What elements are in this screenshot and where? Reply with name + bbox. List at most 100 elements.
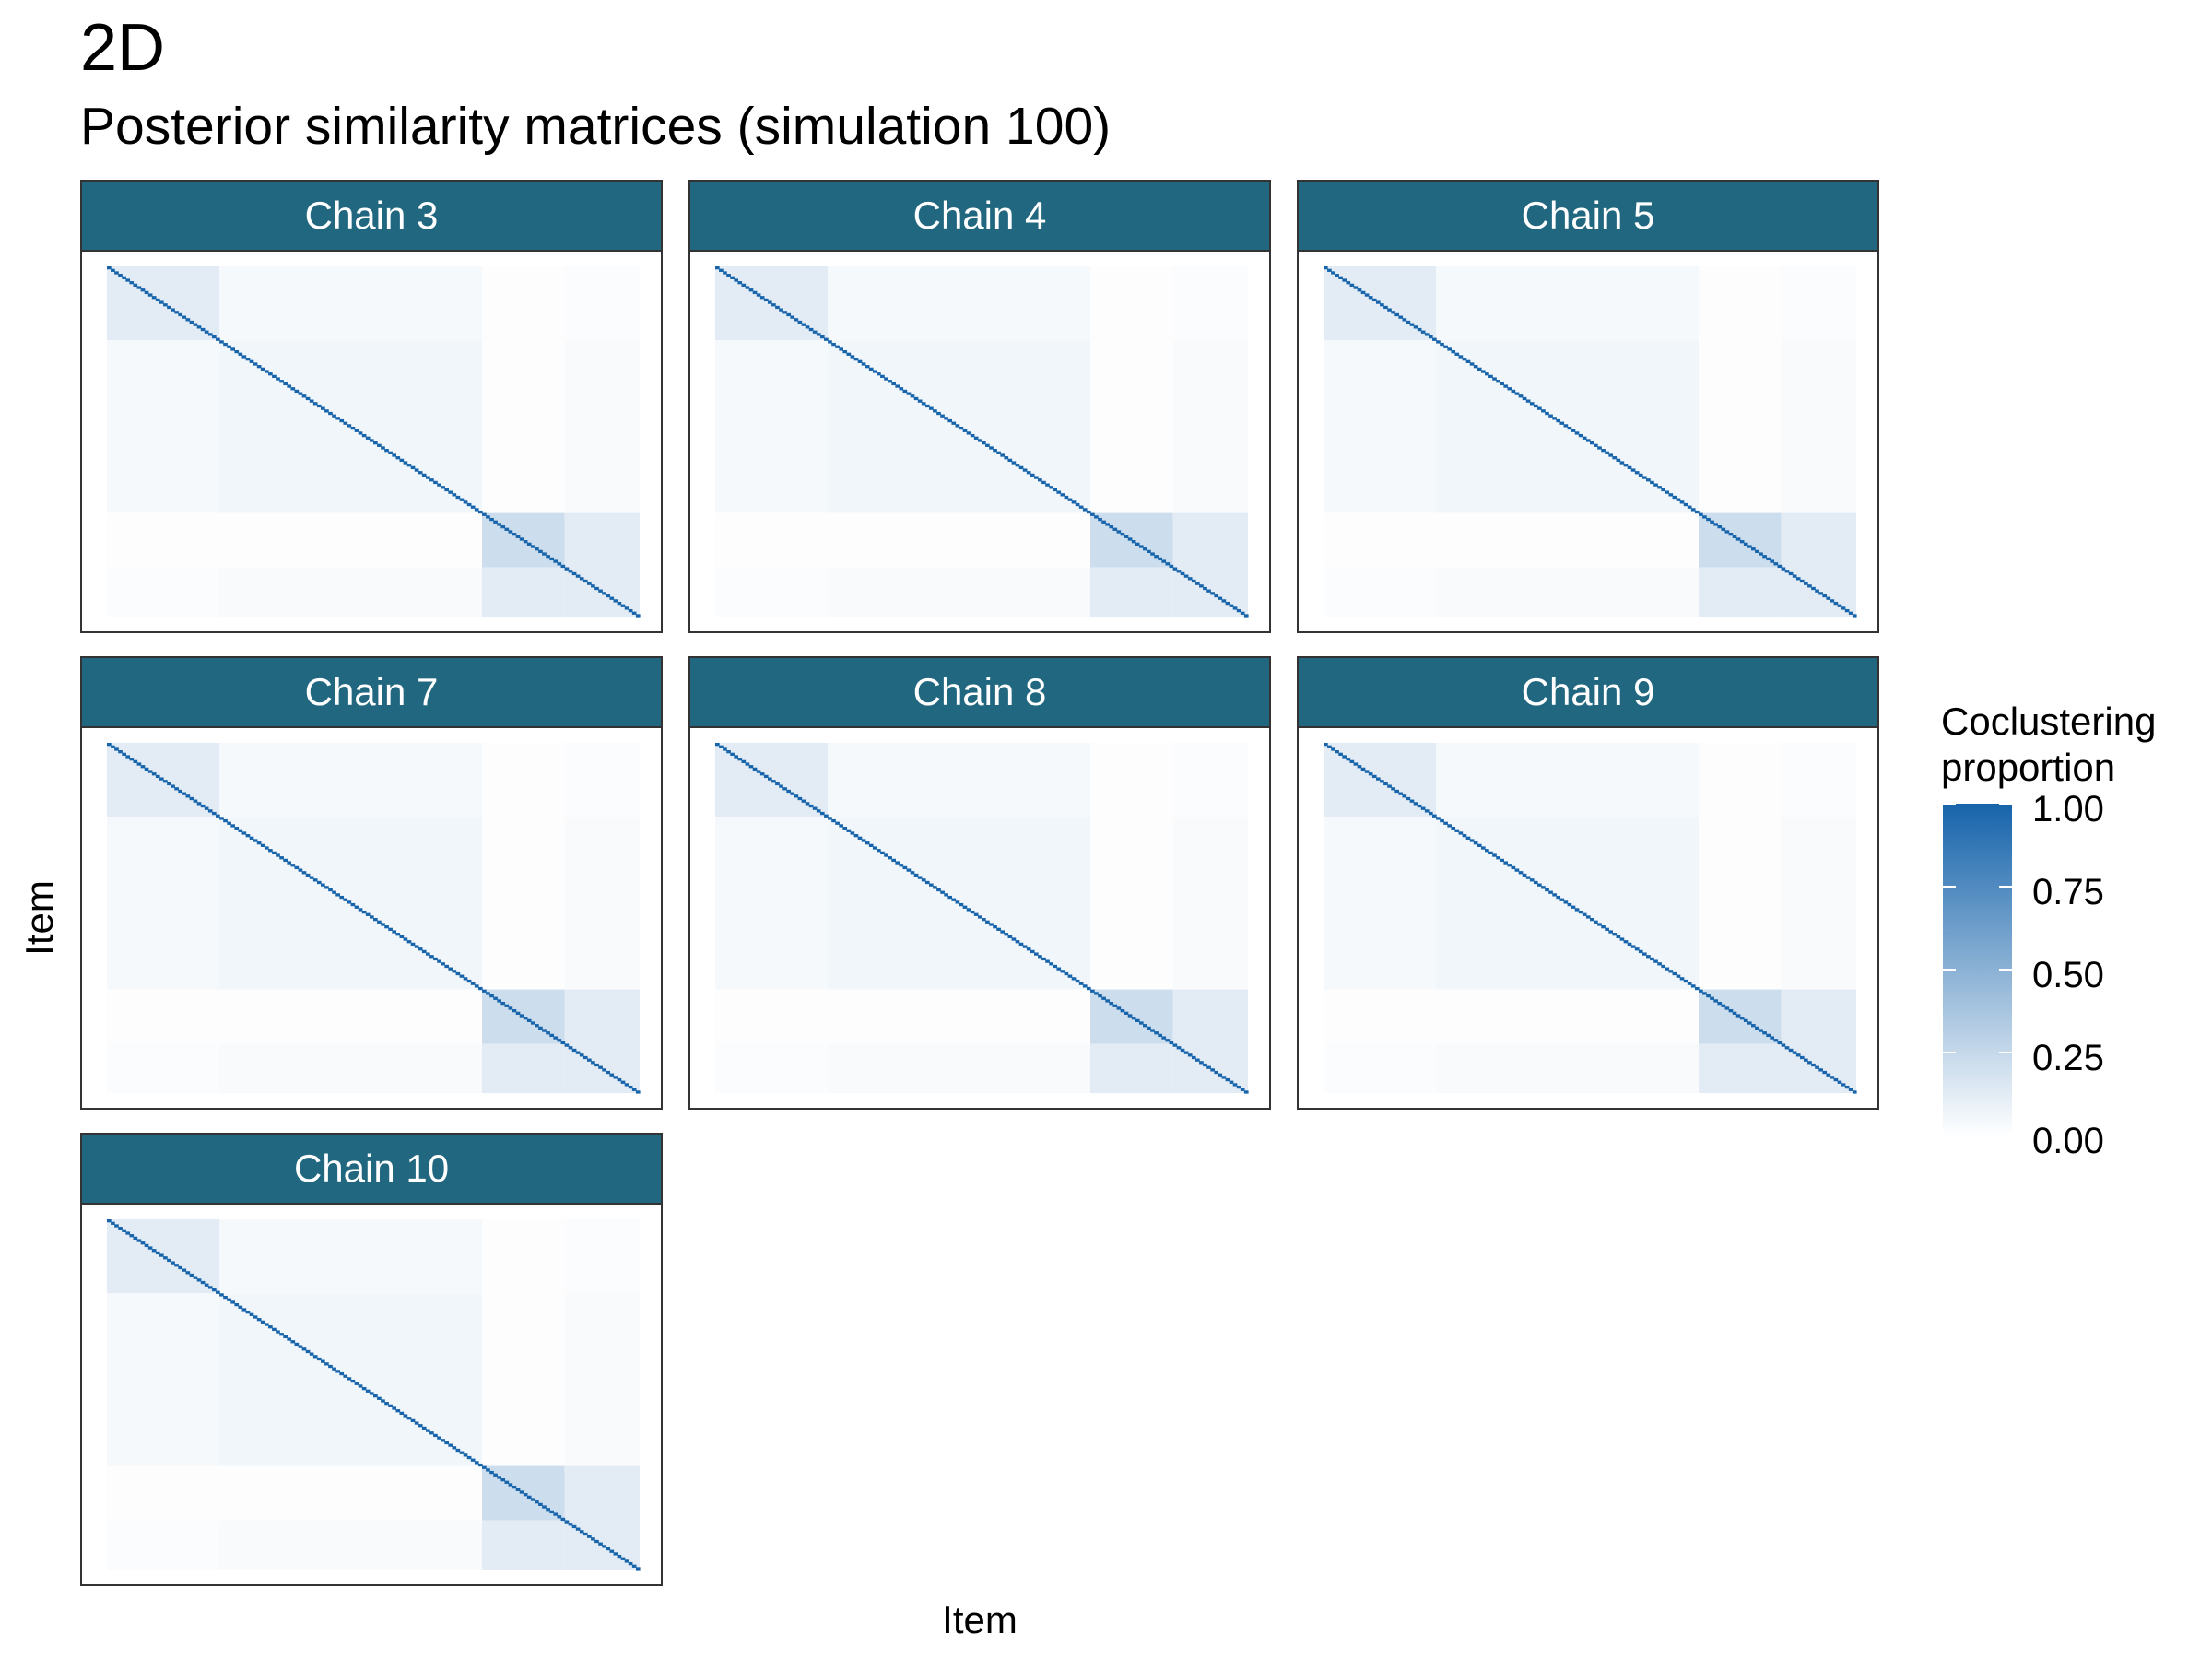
heatmap-diagonal-cell <box>1518 871 1524 875</box>
heatmap-diagonal-cell <box>324 886 329 889</box>
heatmap-diagonal-cell <box>877 849 881 853</box>
heatmap-block <box>1699 817 1782 990</box>
heatmap-diagonal-cell <box>1574 431 1580 435</box>
heatmap-diagonal-cell <box>1022 945 1028 948</box>
heatmap-diagonal-cell <box>369 439 374 442</box>
heatmap-diagonal-cell <box>542 1505 547 1509</box>
heatmap-diagonal-cell <box>377 443 382 447</box>
heatmap-diagonal-cell <box>917 876 923 879</box>
heatmap-diagonal-cell <box>114 1224 119 1228</box>
heatmap-diagonal-cell <box>193 323 198 326</box>
heatmap-diagonal-cell <box>1004 933 1009 936</box>
heatmap-diagonal-cell <box>579 1053 584 1057</box>
heatmap-diagonal-cell <box>1229 604 1234 607</box>
heatmap-diagonal-cell <box>553 1036 559 1040</box>
heatmap-diagonal-cell <box>1582 912 1587 916</box>
heatmap-diagonal-cell <box>369 915 374 919</box>
heatmap-diagonal-cell <box>335 417 340 420</box>
heatmap-block <box>1436 567 1700 617</box>
heatmap-diagonal-cell <box>1075 979 1080 983</box>
heatmap-diagonal-cell <box>1105 999 1110 1003</box>
heatmap-diagonal-cell <box>1759 552 1763 556</box>
heatmap-diagonal-cell <box>1837 1080 1842 1084</box>
heatmap-diagonal-cell <box>189 320 194 324</box>
heatmap-diagonal-cell <box>553 1512 559 1516</box>
heatmap-diagonal-cell <box>1049 962 1053 966</box>
heatmap-diagonal-cell <box>1436 340 1441 344</box>
heatmap-diagonal-cell <box>207 1286 213 1289</box>
heatmap-diagonal-cell <box>234 826 240 830</box>
heatmap-plot-area <box>1297 728 1879 1110</box>
heatmap-diagonal-cell <box>1473 841 1478 845</box>
heatmap-diagonal-cell <box>1086 510 1091 514</box>
heatmap-diagonal-cell <box>1203 1063 1207 1067</box>
heatmap-diagonal-cell <box>234 349 240 354</box>
heatmap-diagonal-cell <box>1488 374 1493 379</box>
heatmap-diagonal-cell <box>1601 449 1606 453</box>
heatmap-diagonal-cell <box>1067 974 1073 978</box>
heatmap-diagonal-cell <box>1822 594 1828 598</box>
heatmap-diagonal-cell <box>1638 473 1643 477</box>
heatmap-diagonal-cell <box>575 1527 581 1531</box>
heatmap-block <box>219 989 483 1044</box>
heatmap-diagonal-cell <box>1612 933 1618 936</box>
heatmap-diagonal-cell <box>219 340 224 344</box>
heatmap-diagonal-cell <box>1616 935 1621 939</box>
heatmap-diagonal-cell <box>947 895 953 900</box>
heatmap-diagonal-cell <box>358 1384 363 1388</box>
heatmap-diagonal-cell <box>392 930 397 934</box>
heatmap-diagonal-cell <box>865 365 870 369</box>
heatmap-diagonal-cell <box>1158 1033 1162 1038</box>
heatmap-diagonal-cell <box>136 762 142 766</box>
heatmap-diagonal-cell <box>1147 1026 1151 1030</box>
heatmap-diagonal-cell <box>1183 1051 1189 1054</box>
heatmap-diagonal-cell <box>381 923 385 926</box>
heatmap-diagonal-cell <box>204 1283 209 1287</box>
plot-title: 2D <box>80 11 166 85</box>
heatmap-diagonal-cell <box>384 449 389 453</box>
heatmap-diagonal-cell <box>395 1409 401 1413</box>
heatmap-block <box>828 743 1091 818</box>
heatmap-diagonal-cell <box>493 1473 498 1477</box>
heatmap-block <box>482 743 565 818</box>
heatmap-diagonal-cell <box>256 841 262 845</box>
heatmap-diagonal-cell <box>1706 994 1711 998</box>
heatmap-block <box>1090 1043 1173 1093</box>
heatmap-diagonal-cell <box>606 594 611 598</box>
heatmap-diagonal-cell <box>1545 411 1549 416</box>
heatmap-diagonal-cell <box>719 745 724 748</box>
heatmap-diagonal-cell <box>1597 923 1602 926</box>
heatmap-diagonal-cell <box>1762 555 1767 559</box>
heatmap-diagonal-cell <box>147 1246 153 1250</box>
heatmap-diagonal-cell <box>1346 281 1351 285</box>
heatmap-diagonal-cell <box>1417 327 1422 332</box>
heatmap-diagonal-cell <box>1075 502 1080 507</box>
heatmap-diagonal-cell <box>1608 453 1614 457</box>
heatmap-block <box>1699 340 1782 513</box>
heatmap-diagonal-cell <box>309 1352 314 1356</box>
heatmap-diagonal-cell <box>1225 1077 1230 1082</box>
heatmap-block <box>482 567 565 617</box>
heatmap-diagonal-cell <box>940 890 945 894</box>
heatmap-diagonal-cell <box>929 883 934 887</box>
heatmap-diagonal-cell <box>1650 957 1654 961</box>
facet-panel: Chain 4 <box>688 180 1271 633</box>
heatmap-plot-area <box>688 728 1271 1110</box>
heatmap-diagonal-cell <box>365 436 371 440</box>
heatmap-block <box>564 989 640 1044</box>
heatmap-diagonal-cell <box>1015 464 1020 467</box>
heatmap-block <box>107 989 220 1044</box>
facet-strip-label: Chain 9 <box>1297 656 1879 728</box>
heatmap-diagonal-cell <box>129 758 135 761</box>
heatmap-diagonal-cell <box>253 1315 258 1319</box>
heatmap-diagonal-cell <box>1447 347 1452 351</box>
heatmap-diagonal-cell <box>575 574 581 578</box>
heatmap-diagonal-cell <box>508 530 513 534</box>
heatmap-diagonal-cell <box>305 873 311 877</box>
heatmap-diagonal-cell <box>1529 878 1535 882</box>
heatmap-diagonal-cell <box>429 478 434 482</box>
heatmap-diagonal-cell <box>842 826 848 830</box>
heatmap-diagonal-cell <box>1143 1024 1147 1028</box>
heatmap-diagonal-cell <box>1015 940 1020 944</box>
heatmap-diagonal-cell <box>1634 947 1640 951</box>
